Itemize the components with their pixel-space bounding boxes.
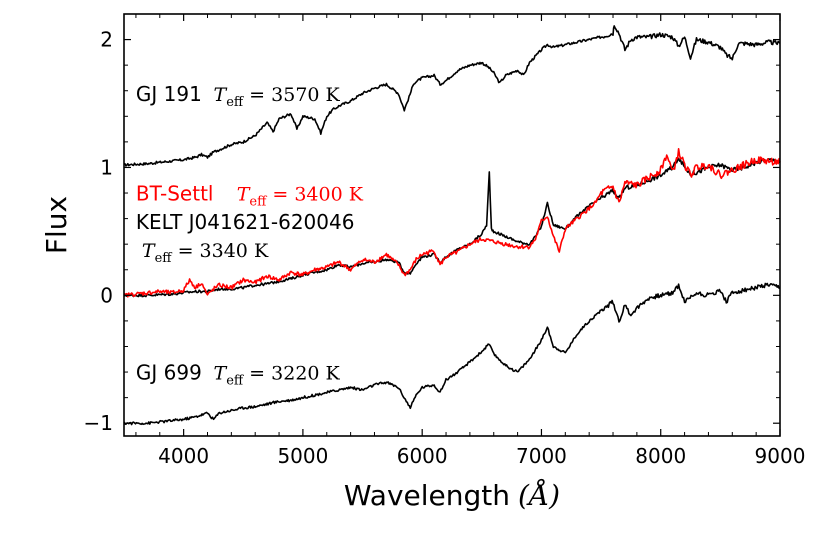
annotation-kelt-j041621-620046: KELT J041621-620046 Teff = 3340 K xyxy=(136,210,355,266)
annotation-gj-191: GJ 191 Teff = 3570 K xyxy=(136,82,341,110)
y-axis-title: Flux xyxy=(40,196,73,254)
x-axis-unit: (Å) xyxy=(518,479,560,512)
x-tick-label: 5000 xyxy=(277,444,328,468)
x-tick-label: 9000 xyxy=(755,444,806,468)
series-layer xyxy=(123,25,781,426)
x-axis-title: Wavelength (Å) xyxy=(344,479,560,512)
plot-frame xyxy=(123,13,781,437)
annotation-label: BT-Settl xyxy=(136,182,214,206)
series-line-gj-699 xyxy=(123,282,781,426)
annotation-bt-settl: BT-Settl Teff = 3400 K xyxy=(136,182,364,210)
x-axis-title-text: Wavelength xyxy=(344,479,510,512)
x-tick-label: 6000 xyxy=(397,444,448,468)
teff-value: Teff = 3340 K xyxy=(142,240,269,266)
y-tick-label: 1 xyxy=(100,155,113,179)
y-tick-label: −1 xyxy=(84,411,113,435)
series-line-gj-191 xyxy=(123,25,781,167)
x-tick-label: 8000 xyxy=(635,444,686,468)
teff-value: Teff = 3400 K xyxy=(237,184,364,210)
y-tick-label: 0 xyxy=(100,283,113,307)
series-line-bt-settl xyxy=(123,148,781,298)
y-tick-label: 2 xyxy=(100,28,113,52)
x-tick-label: 4000 xyxy=(158,444,209,468)
teff-value: Teff = 3220 K xyxy=(214,363,341,389)
annotation-label: GJ 191 xyxy=(136,82,202,106)
plot-background xyxy=(124,14,780,436)
annotation-layer: GJ 191 Teff = 3570 K BT-Settl Teff = 3400 K… xyxy=(136,82,364,389)
x-tick-label: 7000 xyxy=(516,444,567,468)
annotation-gj-699: GJ 699 Teff = 3220 K xyxy=(136,361,341,389)
annotation-label: KELT J041621-620046 xyxy=(136,210,355,234)
teff-value: Teff = 3570 K xyxy=(214,84,341,110)
annotation-label: GJ 699 xyxy=(136,361,202,385)
tick-layer: 4000 5000 6000 7000 8000 9000 −1 0 1 2 xyxy=(84,14,806,468)
